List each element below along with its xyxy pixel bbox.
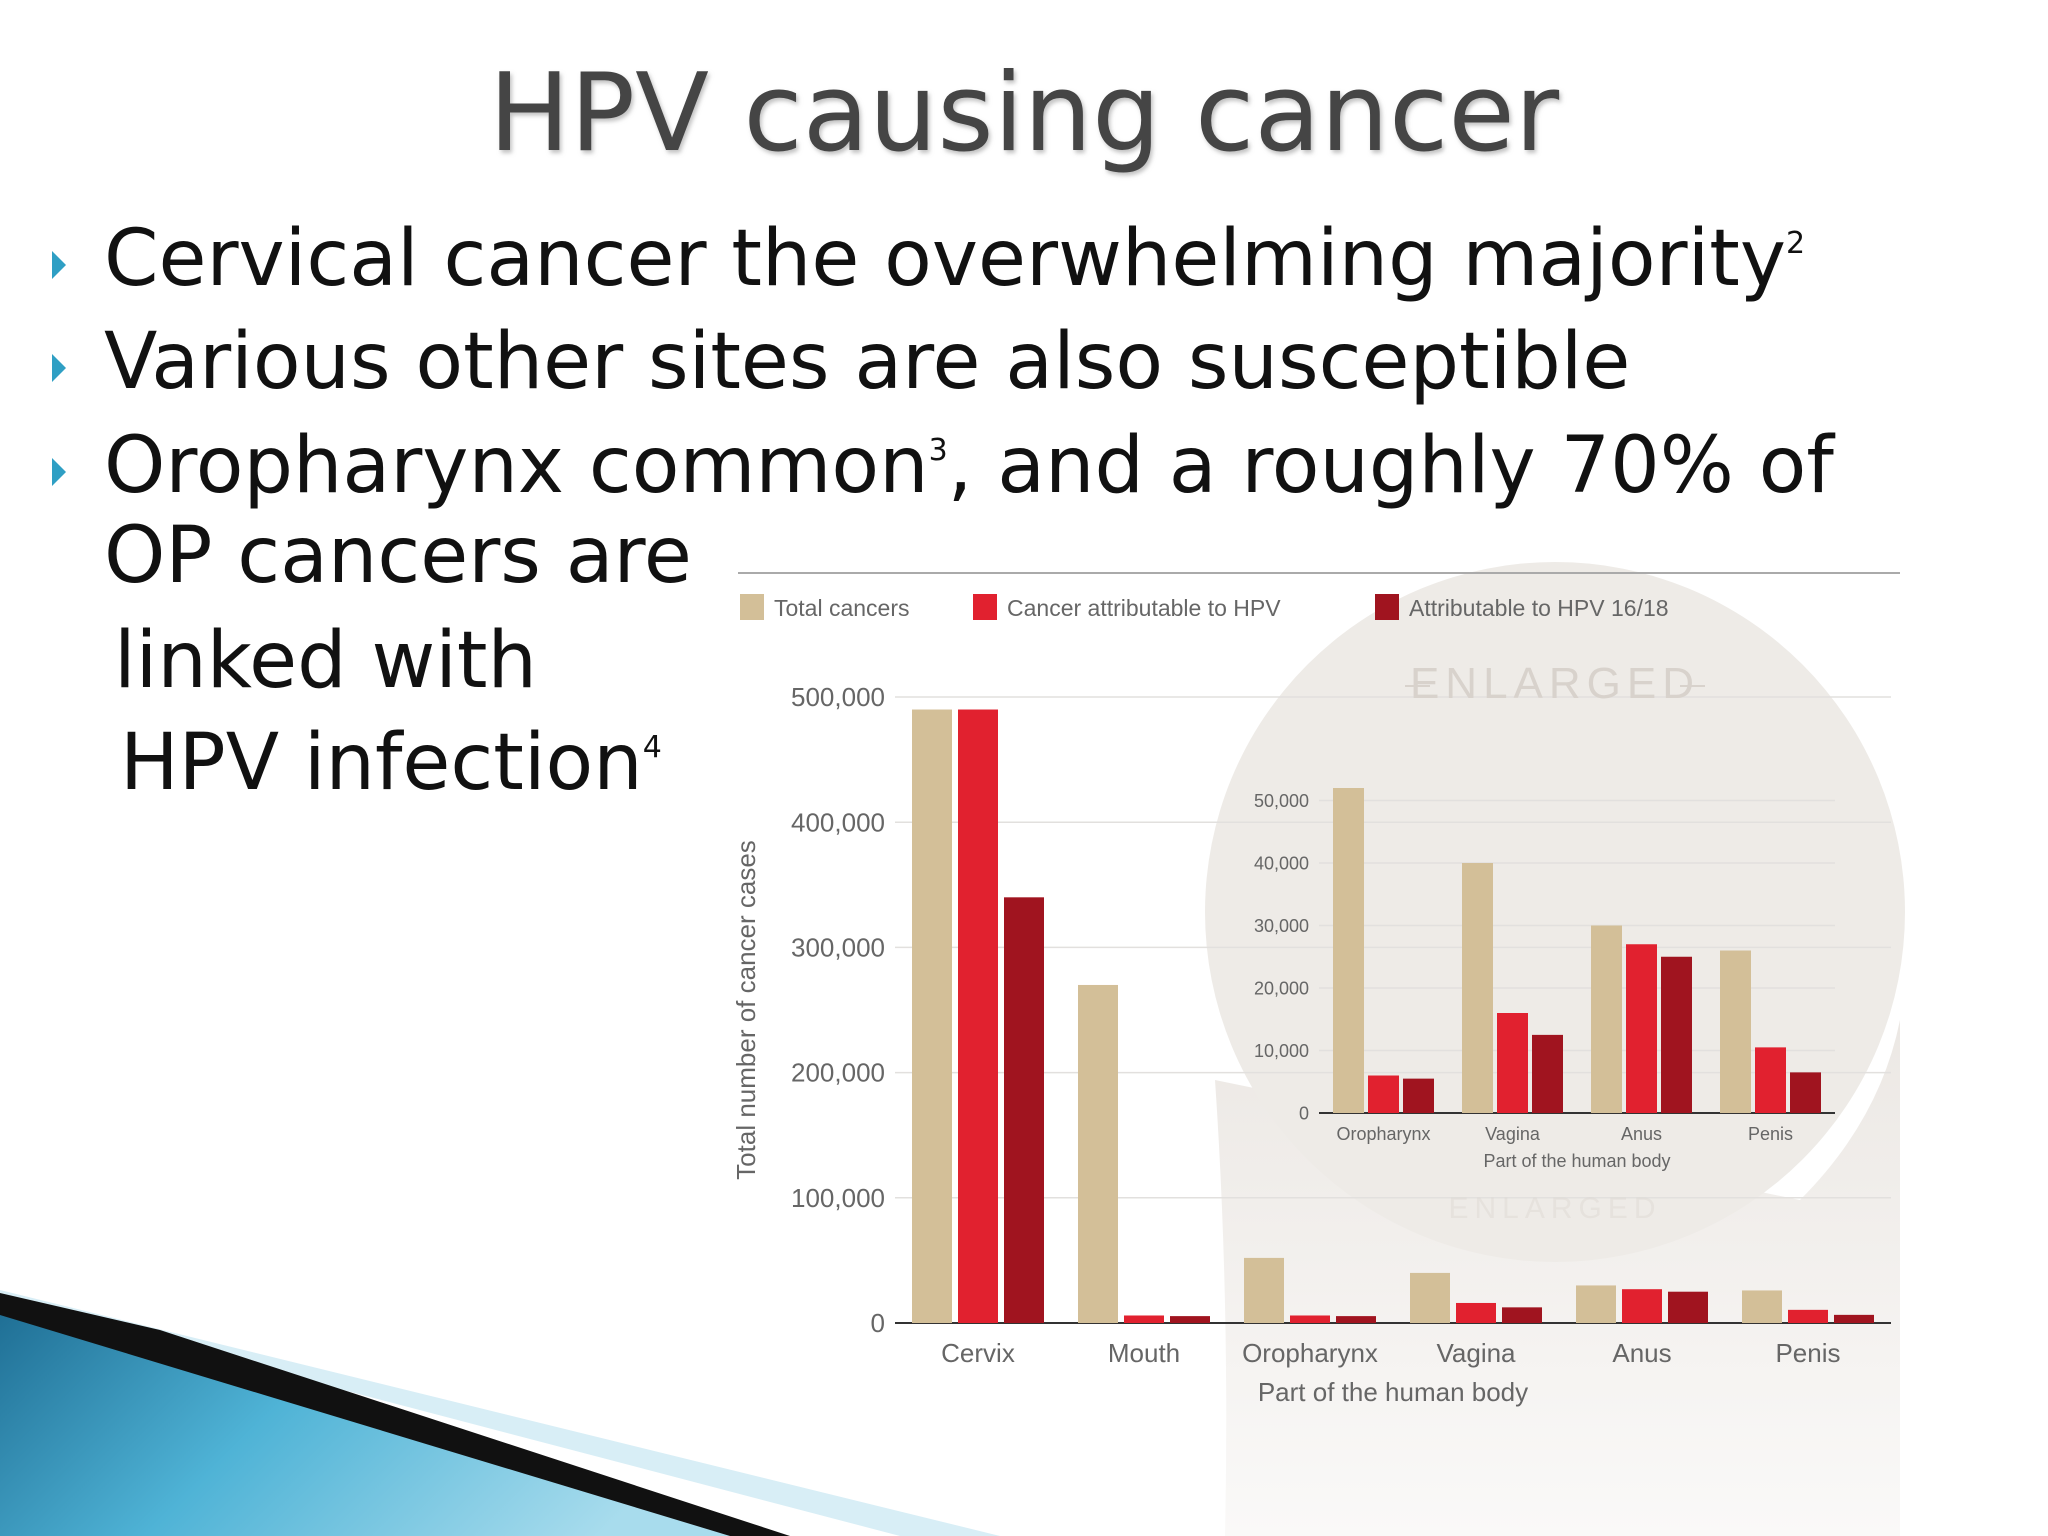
bar <box>1244 1257 1284 1323</box>
bar <box>1497 1013 1528 1113</box>
bar <box>1755 1047 1786 1113</box>
superscript: 4 <box>643 730 662 765</box>
slide-title: HPV causing cancer <box>489 51 1560 176</box>
bar <box>1788 1309 1828 1323</box>
bar <box>1720 950 1751 1113</box>
y-tick-label: 20,000 <box>1254 978 1309 998</box>
y-tick-label: 0 <box>871 1308 885 1338</box>
legend-label: Total cancers <box>774 595 910 621</box>
swoosh-light <box>0 1290 1000 1536</box>
watermark: ENLARGED <box>1410 659 1700 708</box>
bullet-text: HPV infection <box>120 718 643 808</box>
bar <box>1462 863 1493 1113</box>
bar <box>1403 1078 1434 1113</box>
bar <box>1124 1315 1164 1323</box>
bar <box>958 709 998 1323</box>
bar <box>1336 1316 1376 1323</box>
x-tick-label: Oropharynx <box>1336 1124 1430 1144</box>
bar <box>1004 897 1044 1323</box>
bullet-text: OP cancers are <box>104 511 692 601</box>
bar <box>1078 984 1118 1323</box>
y-tick-label: 0 <box>1299 1103 1309 1123</box>
legend-label: Cancer attributable to HPV <box>1007 595 1281 621</box>
x-tick-label: Penis <box>1748 1124 1793 1144</box>
y-axis-label: Total number of cancer cases <box>731 840 761 1180</box>
x-tick-label: Anus <box>1612 1338 1671 1368</box>
x-tick-label: Penis <box>1775 1338 1840 1368</box>
legend-label: Attributable to HPV 16/18 <box>1409 595 1669 621</box>
bar <box>1576 1285 1616 1323</box>
bullet-text: linked with <box>114 616 537 706</box>
bar <box>1333 788 1364 1113</box>
y-tick-label: 300,000 <box>791 933 885 963</box>
bar <box>1368 1075 1399 1113</box>
bar <box>1410 1272 1450 1323</box>
bar <box>912 709 952 1323</box>
x-tick-label: Vagina <box>1436 1338 1516 1368</box>
y-tick-label: 10,000 <box>1254 1041 1309 1061</box>
bar <box>1661 956 1692 1113</box>
bullet-line: OP cancers are <box>104 511 692 601</box>
bar <box>1532 1034 1563 1113</box>
bar <box>1591 925 1622 1113</box>
x-axis-label: Part of the human body <box>1483 1151 1670 1171</box>
bar <box>1834 1314 1874 1323</box>
x-tick-label: Anus <box>1621 1124 1662 1144</box>
bar <box>1790 1072 1821 1113</box>
watermark: ENLARGED <box>1448 1192 1661 1225</box>
bar <box>1502 1307 1542 1323</box>
y-tick-label: 400,000 <box>791 807 885 837</box>
bullet-text: Various other sites are also susceptible <box>104 317 1630 407</box>
bar <box>1742 1290 1782 1323</box>
y-tick-label: 100,000 <box>791 1183 885 1213</box>
legend-swatch <box>1375 594 1399 620</box>
y-tick-label: 50,000 <box>1254 791 1309 811</box>
bullet-list: Cervical cancer the overwhelming majorit… <box>52 214 1835 808</box>
bullet-text: , and a roughly 70% of <box>948 421 1836 511</box>
bullet-line: Various other sites are also susceptible <box>104 317 1630 407</box>
bar <box>1626 944 1657 1113</box>
superscript: 2 <box>1786 226 1805 261</box>
bar <box>1668 1291 1708 1323</box>
inset-chart: 0 10,000 20,000 30,000 40,000 50,000 Oropharyn… <box>1254 659 1835 1225</box>
bar <box>1170 1316 1210 1323</box>
swoosh-dark <box>0 1293 790 1536</box>
x-axis-label: Part of the human body <box>1258 1377 1528 1407</box>
y-tick-label: 200,000 <box>791 1058 885 1088</box>
bullet-text: Oropharynx common <box>104 421 929 511</box>
y-tick-label: 500,000 <box>791 682 885 712</box>
legend-swatch <box>740 594 764 620</box>
x-tick-label: Oropharynx <box>1242 1338 1378 1368</box>
bullet-text: Cervical cancer the overwhelming majorit… <box>104 214 1786 304</box>
bullet-line: linked with <box>114 616 537 706</box>
x-tick-label: Vagina <box>1485 1124 1541 1144</box>
bullet-marker <box>52 354 66 382</box>
bullet-marker <box>52 251 66 279</box>
bar <box>1622 1289 1662 1323</box>
y-tick-label: 40,000 <box>1254 853 1309 873</box>
bullet-line: Oropharynx common3, and a roughly 70% of <box>104 421 1835 511</box>
bullet-line: HPV infection4 <box>120 718 662 808</box>
bar <box>1290 1315 1330 1323</box>
legend-swatch <box>973 594 997 620</box>
x-tick-label: Mouth <box>1108 1338 1180 1368</box>
bar <box>1456 1302 1496 1323</box>
main-chart: 0 100,000 200,000 300,000 400,000 500,000 Cerv… <box>731 594 1891 1407</box>
y-tick-label: 30,000 <box>1254 916 1309 936</box>
bullet-marker <box>52 458 66 486</box>
superscript: 3 <box>929 433 948 468</box>
x-tick-label: Cervix <box>941 1338 1015 1368</box>
bullet-line: Cervical cancer the overwhelming majorit… <box>104 214 1805 304</box>
